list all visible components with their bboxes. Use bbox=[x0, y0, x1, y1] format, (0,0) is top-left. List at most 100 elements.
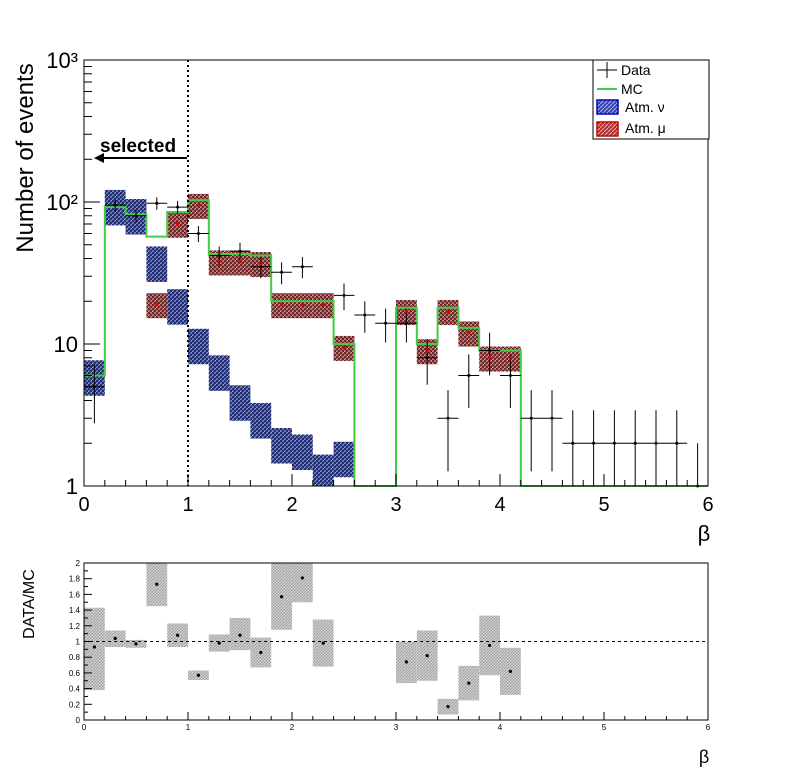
data-point bbox=[583, 410, 604, 486]
data-marker bbox=[675, 441, 679, 445]
ratio-x-tick-label: 2 bbox=[290, 723, 295, 732]
selected-annotation: selected bbox=[94, 136, 187, 163]
atm-nu-band bbox=[188, 328, 209, 365]
ratio-x-tick-label: 4 bbox=[498, 723, 503, 732]
ratio-y-axis-label: DATA/MC bbox=[21, 569, 38, 639]
atm-mu-point bbox=[300, 302, 305, 307]
atm-nu-band bbox=[146, 246, 168, 282]
atm-nu-band bbox=[271, 428, 292, 464]
atm-nu-band bbox=[208, 355, 230, 391]
x-tick-label: 5 bbox=[598, 494, 609, 516]
data-marker bbox=[363, 313, 367, 317]
y-tick-label: 10 bbox=[54, 332, 78, 357]
atm-mu-point bbox=[175, 222, 180, 226]
ratio-bands bbox=[84, 563, 521, 715]
x-tick-label: 6 bbox=[702, 494, 713, 516]
atm-nu-band bbox=[229, 385, 251, 421]
main-bands bbox=[84, 189, 521, 486]
ratio-point bbox=[217, 641, 221, 645]
legend-atm-nu-label: Atm. ν bbox=[625, 99, 665, 115]
atm-mu-point bbox=[279, 302, 284, 307]
x-tick-label: 0 bbox=[78, 494, 89, 516]
data-point bbox=[167, 201, 188, 214]
data-marker bbox=[238, 249, 242, 253]
data-point bbox=[292, 257, 313, 279]
data-point bbox=[479, 332, 500, 376]
main-x-axis-label: β bbox=[698, 521, 711, 546]
ratio-x-tick-label: 3 bbox=[394, 723, 399, 732]
data-marker bbox=[529, 416, 533, 420]
x-tick-label: 4 bbox=[494, 494, 505, 516]
data-marker bbox=[217, 253, 221, 257]
ratio-point bbox=[300, 576, 304, 580]
ratio-point bbox=[508, 669, 512, 673]
ratio-point bbox=[404, 660, 408, 664]
atm-mu-point bbox=[238, 259, 242, 264]
data-point bbox=[146, 197, 168, 210]
atm-nu-band bbox=[167, 289, 188, 325]
atm-mu-point bbox=[446, 309, 450, 314]
atm-nu-band bbox=[250, 403, 272, 439]
atm-mu-markers bbox=[155, 203, 513, 360]
data-point bbox=[624, 410, 646, 486]
data-marker bbox=[280, 270, 284, 274]
ratio-points bbox=[92, 576, 512, 709]
ratio-point bbox=[425, 654, 429, 658]
data-marker bbox=[113, 203, 117, 207]
data-marker bbox=[467, 374, 471, 378]
ratio-panel: 0 1 2 3 4 5 6 0 0.2 0.4 0.6 0.8 1 1.2 1.4 1.6 1.8 2 DATA/… bbox=[21, 559, 711, 767]
data-point bbox=[188, 226, 209, 243]
selected-label: selected bbox=[100, 136, 176, 157]
data-points bbox=[84, 197, 708, 488]
data-point bbox=[354, 301, 376, 333]
data-point bbox=[541, 390, 563, 472]
data-point bbox=[458, 354, 480, 408]
x-tick-label: 2 bbox=[286, 494, 297, 516]
data-marker bbox=[488, 348, 492, 352]
atm-mu-point bbox=[342, 345, 346, 349]
ratio-axes: 0 1 2 3 4 5 6 0 0.2 0.4 0.6 0.8 1 1.2 1.4 1.6 1.8 2 bbox=[69, 559, 711, 732]
ratio-x-tick-label: 0 bbox=[82, 723, 87, 732]
data-marker bbox=[134, 214, 138, 218]
legend-data: Data bbox=[597, 62, 651, 78]
data-point bbox=[666, 410, 688, 486]
legend-atm-nu: Atm. ν bbox=[596, 99, 665, 115]
legend-mc-label: MC bbox=[621, 81, 643, 97]
x-tick-label: 3 bbox=[390, 494, 401, 516]
ratio-point bbox=[321, 641, 325, 645]
ratio-y-tick-label: 1.6 bbox=[69, 590, 81, 599]
legend-mc: MC bbox=[597, 81, 643, 97]
data-point bbox=[104, 199, 126, 212]
data-point bbox=[562, 410, 584, 486]
legend-data-label: Data bbox=[621, 62, 651, 78]
y-tick-label: 10² bbox=[46, 190, 78, 215]
ratio-point bbox=[113, 636, 117, 640]
data-point bbox=[645, 410, 667, 486]
data-point bbox=[375, 308, 396, 343]
ratio-point bbox=[134, 642, 138, 646]
atm-mu-point bbox=[467, 330, 471, 335]
atm-mu-point bbox=[196, 203, 201, 207]
ratio-x-axis-label: β bbox=[699, 747, 709, 767]
data-marker bbox=[550, 416, 554, 420]
legend-atm-mu-label: Atm. μ bbox=[625, 120, 666, 136]
data-marker bbox=[384, 321, 388, 325]
data-point bbox=[687, 443, 708, 488]
ratio-error-band bbox=[292, 563, 313, 603]
data-marker bbox=[196, 232, 200, 236]
data-point bbox=[229, 242, 251, 262]
data-point bbox=[250, 257, 272, 279]
ratio-y-tick-label: 1.4 bbox=[69, 606, 81, 615]
data-marker bbox=[571, 441, 575, 445]
y-tick-label: 10³ bbox=[46, 48, 78, 73]
data-marker bbox=[592, 441, 596, 445]
legend: Data MC Atm. ν Atm. μ bbox=[592, 59, 710, 140]
data-marker bbox=[92, 385, 96, 389]
ratio-point bbox=[238, 633, 242, 637]
ratio-x-tick-label: 6 bbox=[706, 723, 711, 732]
data-point bbox=[437, 390, 459, 472]
ratio-y-tick-label: 0 bbox=[76, 716, 81, 725]
